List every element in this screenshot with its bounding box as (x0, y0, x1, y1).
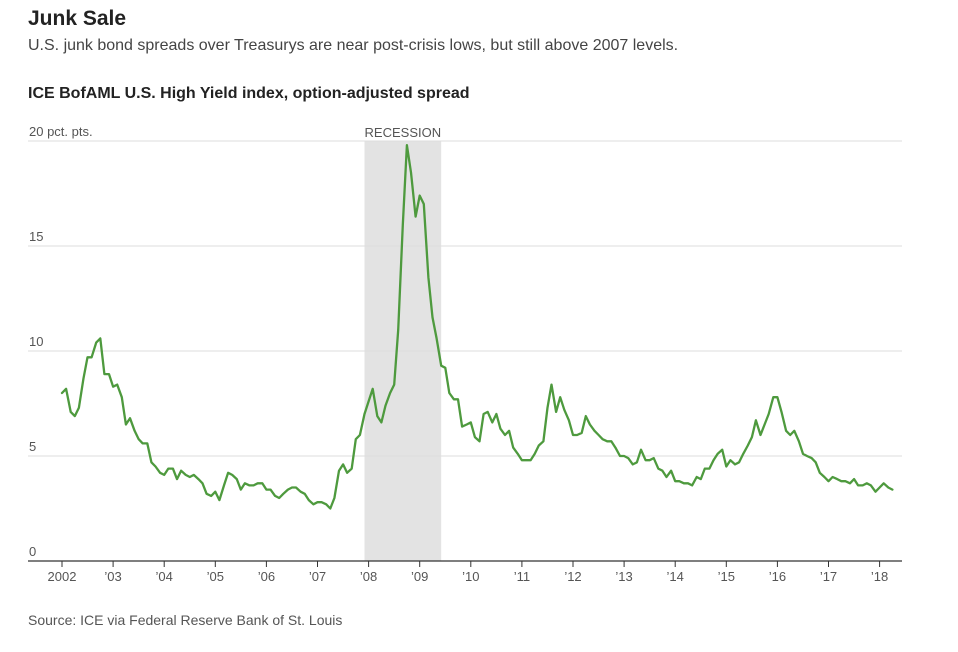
chart-subtitle: U.S. junk bond spreads over Treasurys ar… (28, 37, 679, 54)
x-tick-label: ’10 (462, 569, 479, 584)
x-tick-label: ’16 (769, 569, 786, 584)
gridlines (28, 140, 902, 457)
x-tick-label: ’18 (871, 569, 888, 584)
x-tick-label: ’06 (258, 569, 275, 584)
chart-series-heading: ICE BofAML U.S. High Yield index, option… (28, 85, 470, 102)
y-tick-label: 20 pct. pts. (29, 124, 93, 139)
y-tick-label: 0 (29, 544, 36, 559)
recession-label: RECESSION (365, 125, 442, 140)
series-line (60, 144, 894, 510)
series-layer (60, 144, 894, 510)
x-tick-label: ’08 (360, 569, 377, 584)
x-tick-label: ’09 (411, 569, 428, 584)
recession-band-layer: RECESSION (364, 125, 442, 561)
x-tick-label: ’17 (820, 569, 837, 584)
tick-labels: 0 5 10 15 20 pct. pts. 2002 ’03 ’04 ’05 ’06 ’07 ’08… (29, 124, 888, 584)
x-tick-label: ’11 (514, 569, 530, 584)
x-tick-label: ’03 (104, 569, 121, 584)
x-tick-label: ’15 (718, 569, 735, 584)
y-tick-label: 5 (29, 439, 36, 454)
x-tick-label: ’14 (667, 569, 684, 584)
x-tick-label: ’07 (309, 569, 326, 584)
source-note: Source: ICE via Federal Reserve Bank of … (28, 612, 343, 628)
x-tick-label: 2002 (48, 569, 77, 584)
x-tick-label: ’13 (615, 569, 632, 584)
line-chart: RECESSION 0 5 10 15 20 pct. pts. 2002 ’03 ’04 ’0… (28, 124, 902, 584)
x-axis (28, 560, 902, 567)
x-tick-label: ’12 (564, 569, 581, 584)
x-tick-label: ’05 (207, 569, 224, 584)
y-tick-label: 15 (29, 229, 43, 244)
x-tick-label: ’04 (156, 569, 173, 584)
chart-title: Junk Sale (28, 7, 127, 30)
y-tick-label: 10 (29, 334, 43, 349)
